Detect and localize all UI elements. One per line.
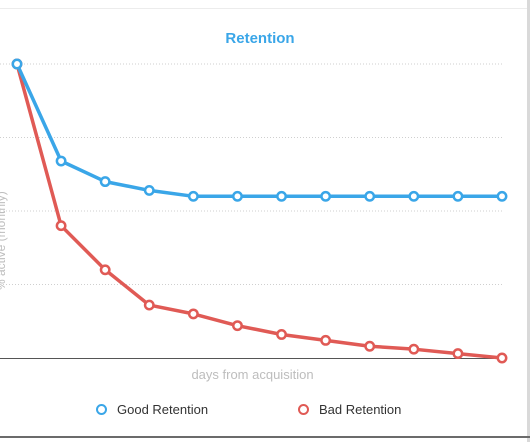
- data-point-bad[interactable]: [320, 334, 332, 346]
- legend-item-bad[interactable]: Bad Retention: [298, 402, 401, 417]
- legend[interactable]: Good Retention Bad Retention: [0, 402, 520, 422]
- bottom-border: [0, 436, 530, 438]
- data-point-good[interactable]: [143, 184, 155, 196]
- data-point-bad[interactable]: [452, 348, 464, 360]
- right-border: [527, 0, 530, 442]
- data-point-bad[interactable]: [187, 308, 199, 320]
- series-line-bad: [15, 63, 503, 360]
- chart-title: Retention: [225, 30, 295, 47]
- data-point-good[interactable]: [452, 190, 464, 202]
- data-point-bad[interactable]: [143, 299, 155, 311]
- data-point-good[interactable]: [408, 190, 420, 202]
- legend-item-good[interactable]: Good Retention: [96, 402, 208, 417]
- data-point-bad[interactable]: [496, 352, 508, 364]
- data-point-bad[interactable]: [232, 320, 243, 332]
- top-border: [0, 8, 530, 9]
- data-point-bad[interactable]: [99, 264, 111, 276]
- data-point-good[interactable]: [232, 190, 243, 202]
- legend-label-good: Good Retention: [117, 402, 209, 417]
- data-point-good[interactable]: [364, 190, 376, 202]
- legend-marker-good: [96, 404, 107, 415]
- data-point-good[interactable]: [187, 190, 199, 202]
- data-point-bad[interactable]: [364, 340, 376, 352]
- data-point-good[interactable]: [55, 155, 67, 167]
- data-point-bad[interactable]: [276, 329, 287, 340]
- data-point-good[interactable]: [496, 190, 508, 202]
- data-point-good[interactable]: [320, 190, 332, 202]
- data-point-good[interactable]: [276, 190, 287, 202]
- data-point-bad[interactable]: [408, 343, 420, 355]
- series-line-good: [15, 63, 502, 199]
- data-point-bad[interactable]: [55, 220, 67, 232]
- legend-marker-bad: [298, 404, 309, 415]
- data-point-good[interactable]: [99, 176, 111, 188]
- data-point-good[interactable]: [11, 58, 23, 70]
- x-axis-label: days from acquisition: [191, 367, 314, 382]
- legend-label-bad: Bad Retention: [319, 402, 402, 417]
